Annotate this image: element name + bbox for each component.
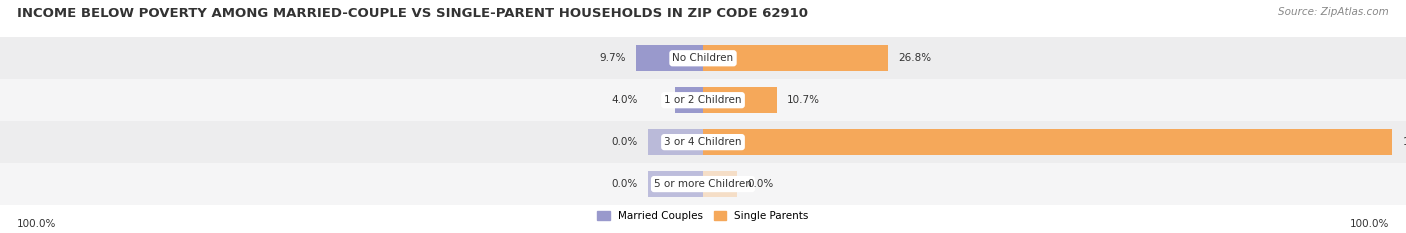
Text: 5 or more Children: 5 or more Children xyxy=(654,179,752,189)
Legend: Married Couples, Single Parents: Married Couples, Single Parents xyxy=(593,207,813,226)
Text: 10.7%: 10.7% xyxy=(787,95,820,105)
Bar xyxy=(0,37,1406,79)
Bar xyxy=(703,87,776,113)
Text: Source: ZipAtlas.com: Source: ZipAtlas.com xyxy=(1278,7,1389,17)
Bar xyxy=(648,129,703,155)
Bar xyxy=(0,121,1406,163)
Bar xyxy=(0,163,1406,205)
Bar xyxy=(703,171,738,197)
Text: 100.0%: 100.0% xyxy=(1350,219,1389,229)
Bar xyxy=(636,45,703,71)
Bar xyxy=(703,45,887,71)
Text: INCOME BELOW POVERTY AMONG MARRIED-COUPLE VS SINGLE-PARENT HOUSEHOLDS IN ZIP COD: INCOME BELOW POVERTY AMONG MARRIED-COUPL… xyxy=(17,7,808,20)
Text: 9.7%: 9.7% xyxy=(599,53,626,63)
Bar xyxy=(703,129,1392,155)
Text: No Children: No Children xyxy=(672,53,734,63)
Text: 0.0%: 0.0% xyxy=(612,179,637,189)
Text: 100.0%: 100.0% xyxy=(17,219,56,229)
Text: 0.0%: 0.0% xyxy=(612,137,637,147)
Text: 3 or 4 Children: 3 or 4 Children xyxy=(664,137,742,147)
Bar xyxy=(648,171,703,197)
Text: 0.0%: 0.0% xyxy=(748,179,775,189)
Text: 4.0%: 4.0% xyxy=(612,95,637,105)
Text: 26.8%: 26.8% xyxy=(898,53,931,63)
Bar xyxy=(0,79,1406,121)
Text: 100.0%: 100.0% xyxy=(1403,137,1406,147)
Bar xyxy=(675,87,703,113)
Text: 1 or 2 Children: 1 or 2 Children xyxy=(664,95,742,105)
